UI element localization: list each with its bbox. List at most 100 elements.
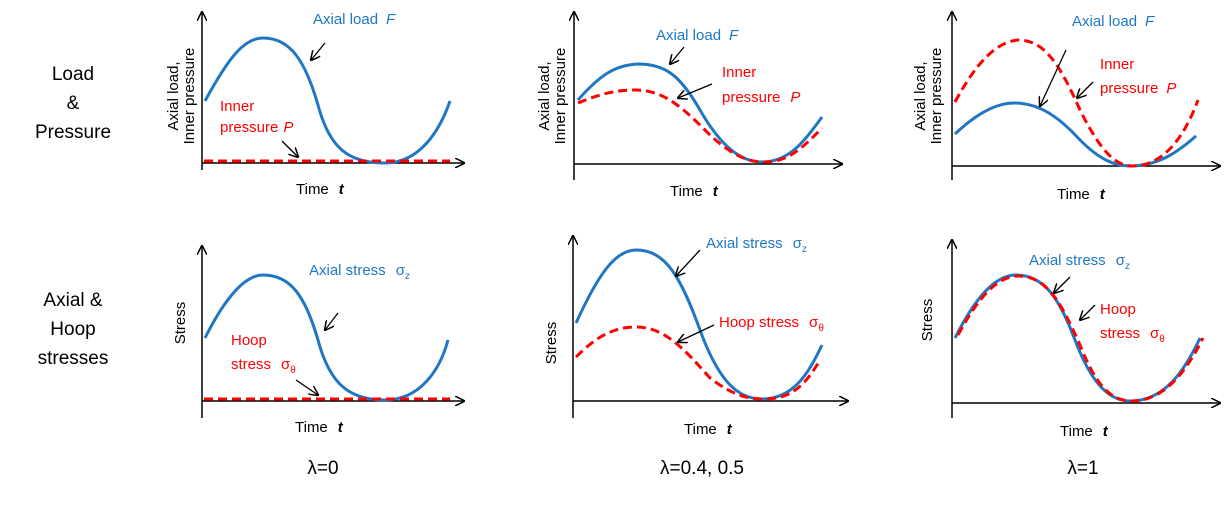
t-label: t [338,419,344,436]
y-axis-label: Stress [543,322,560,365]
x-axis-label: Time t [1060,423,1109,440]
subscript-z: z [1125,261,1130,272]
row-label-load-1: Load [52,64,94,85]
lambda-label-3: λ=1 [1067,458,1098,479]
axial-load-label: Axial load F [313,11,396,28]
P-label: P [790,89,800,106]
y-axis-label: Stress [172,302,189,345]
sigma-label: σ [281,356,291,373]
inner-pressure-curve [953,38,1200,168]
t-label: t [1103,423,1109,440]
axial-load-curve [576,62,824,164]
subscript-z: z [405,271,410,282]
axial-load-text: Axial load [1072,13,1137,30]
lambda-label-2: λ=0.4, 0.5 [660,458,744,479]
F-label: F [1145,13,1155,30]
hoop-stress-curve [574,325,822,401]
subscript-theta: θ [1159,334,1165,345]
y-axis-label-2: Inner pressure [552,48,569,145]
axial-load-label: Axial load F [656,27,739,44]
leader-arrow [678,324,715,342]
axial-load-curve [203,36,452,165]
y-axis-label-2: Inner pressure [181,48,198,145]
sigma-label: σ [809,314,819,331]
sigma-label: σ [396,262,406,279]
time-label: Time [1057,186,1090,203]
P-label: P [283,119,293,136]
leader-arrow [676,249,701,276]
axial-stress-label: Axial stress σz [1029,252,1130,272]
leader-arrow [678,83,713,98]
pressure-text: pressure [1100,80,1158,97]
pressure-text: pressure [220,119,278,136]
axial-stress-text: Axial stress [1029,252,1106,269]
panel-stress-lambda-1: Stress Time t Axial stress σz Hoop stress σ… [919,240,1220,440]
row-label-stress-2: Hoop [50,319,95,340]
inner-pressure-curve [577,88,824,164]
row-label-stress: Axial & Hoop stresses [38,290,109,369]
subscript-theta: θ [290,365,296,376]
inner-label: Inner [1100,56,1134,73]
panel-load-lambda-0.4-0.5: Axial load, Inner pressure Time t Axial l… [536,12,842,200]
time-label: Time [296,181,329,198]
leader-arrow [1054,276,1071,293]
panel-load-lambda-0: Axial load, Inner pressure Time t Axial l… [165,11,464,198]
y-axis-label-2: Inner pressure [928,48,945,145]
stress-label: stress σθ [231,356,296,376]
axial-load-text: Axial load [313,11,378,28]
y-axis-label-1: Axial load, [912,61,929,130]
sigma-label: σ [793,235,803,252]
panel-stress-lambda-0.4-0.5: Stress Time t Axial stress σz Hoop stress σ… [543,235,848,438]
inner-label: Inner [220,98,254,115]
subscript-z: z [802,244,807,255]
hoop-label: Hoop [1100,301,1136,318]
sigma-label: σ [1116,252,1126,269]
leader-arrow [281,140,298,157]
t-label: t [727,421,733,438]
leader-arrow [1080,304,1096,320]
t-label: t [339,181,345,198]
leader-arrow [670,46,685,64]
subscript-theta: θ [818,323,824,334]
axial-load-curve [953,101,1197,168]
row-label-stress-1: Axial & [43,290,102,311]
stress-label: stress σθ [1100,325,1165,345]
axial-load-label: Axial load F [1072,13,1155,30]
stress-text: stress [231,356,271,373]
pressure-text: pressure [722,89,780,106]
stress-text: stress [1100,325,1140,342]
y-axis-label-1: Axial load, [165,61,182,130]
x-axis-label: Time t [670,183,719,200]
y-axis-label: Stress [919,299,936,342]
axial-stress-label: Axial stress σz [309,262,410,282]
lambda-label-1: λ=0 [307,458,338,479]
hoop-stress-label: Hoop stress σθ [719,314,824,334]
hoop-stress-curve [956,274,1205,403]
leader-arrow [325,312,339,330]
P-label: P [1166,80,1176,97]
axial-stress-text: Axial stress [309,262,386,279]
axial-load-text: Axial load [656,27,721,44]
t-label: t [1100,186,1106,203]
x-axis-label: Time t [295,419,344,436]
row-label-load-3: Pressure [35,122,111,143]
x-axis-label: Time t [684,421,733,438]
pressure-label: pressure P [722,89,800,106]
row-label-load-2: & [67,93,80,114]
leader-arrow [295,379,318,395]
axial-stress-curve [574,248,824,401]
panel-load-lambda-1: Axial load, Inner pressure Time t Axial l… [912,12,1220,203]
F-label: F [729,27,739,44]
x-axis-label: Time t [1057,186,1106,203]
F-label: F [386,11,396,28]
time-label: Time [295,419,328,436]
panel-stress-lambda-0: Stress Time t Axial stress σz Hoop stress σ… [172,246,464,436]
axial-stress-label: Axial stress σz [706,235,807,255]
axial-stress-curve [203,273,450,402]
x-axis-label: Time t [296,181,345,198]
y-axis-label-1: Axial load, [536,61,553,130]
row-label-load: Load & Pressure [35,64,111,143]
leader-arrow [311,42,326,60]
pressure-label: pressure P [220,119,293,136]
